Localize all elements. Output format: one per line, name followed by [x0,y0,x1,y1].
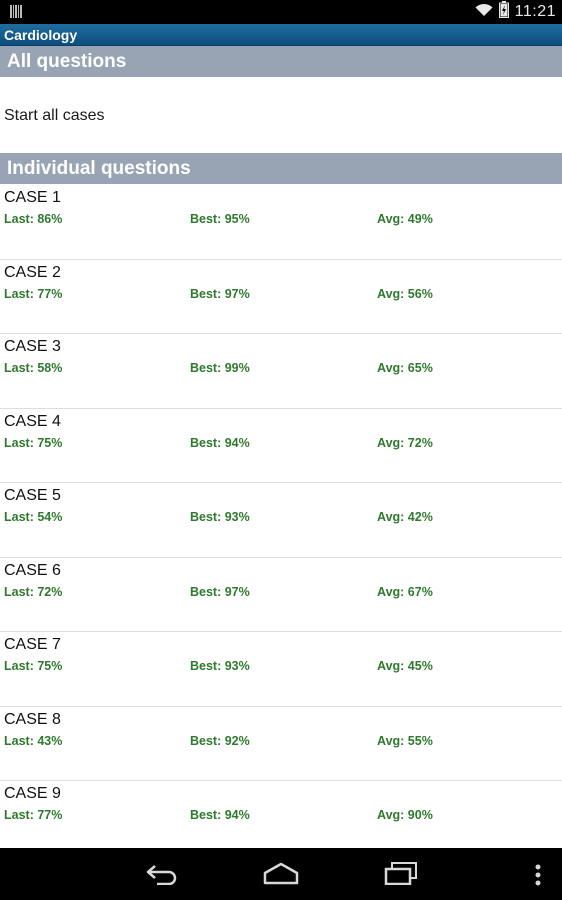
best-score: Best: 94% [190,808,250,822]
case-title: CASE 4 [4,412,61,430]
best-score: Best: 94% [190,435,250,450]
section-header-individual-questions: Individual questions [0,153,562,184]
case-title: CASE 7 [4,636,61,653]
case-title: CASE 5 [4,487,61,504]
avg-score: Avg: 90% [377,808,433,822]
avg-score: Avg: 56% [377,286,433,301]
case-row-2[interactable]: CASE 2 Last: 77% Best: 97% Avg: 56% [0,259,562,334]
last-score: Last: 43% [4,733,63,748]
last-score: Last: 75% [4,659,63,673]
last-score: Last: 77% [4,286,63,301]
case-row-3[interactable]: CASE 3 Last: 58% Best: 99% Avg: 65% [0,334,562,409]
case-row-5[interactable]: CASE 5 Last: 54% Best: 93% Avg: 42% [0,483,562,558]
battery-charging-icon [498,1,509,23]
best-score: Best: 93% [190,659,250,673]
recent-apps-icon[interactable] [384,861,418,890]
case-row-6[interactable]: CASE 6 Last: 72% Best: 97% Avg: 67% [0,557,562,632]
best-score: Best: 92% [190,733,250,748]
last-score: Last: 72% [4,584,63,599]
best-score: Best: 97% [190,584,250,599]
last-score: Last: 75% [4,435,63,450]
best-score: Best: 99% [190,361,250,375]
case-title: CASE 6 [4,561,61,579]
start-all-cases-label: Start all cases [4,107,105,124]
case-row-4[interactable]: CASE 4 Last: 75% Best: 94% Avg: 72% [0,408,562,483]
best-score: Best: 97% [190,286,250,301]
status-bar: 11:21 [0,0,562,24]
navigation-bar [0,848,562,900]
case-title: CASE 8 [4,710,61,728]
back-icon[interactable] [145,861,179,890]
case-row-7[interactable]: CASE 7 Last: 75% Best: 93% Avg: 45% [0,632,562,707]
avg-score: Avg: 65% [377,361,433,375]
last-score: Last: 77% [4,808,63,822]
case-row-1[interactable]: CASE 1 Last: 86% Best: 95% Avg: 49% [0,185,562,260]
case-title: CASE 2 [4,263,61,281]
best-score: Best: 93% [190,510,250,524]
best-score: Best: 95% [190,212,250,226]
notification-barcode-icon [10,5,22,23]
case-title: CASE 1 [4,189,61,206]
avg-score: Avg: 67% [377,584,433,599]
avg-score: Avg: 55% [377,733,433,748]
avg-score: Avg: 49% [377,212,433,226]
app-title: Cardiology [0,24,562,46]
avg-score: Avg: 42% [377,510,433,524]
home-icon[interactable] [263,861,299,890]
last-score: Last: 58% [4,361,63,375]
case-list: CASE 1 Last: 86% Best: 95% Avg: 49% CASE… [0,185,562,856]
start-all-cases-button[interactable]: Start all cases [0,78,562,153]
avg-score: Avg: 72% [377,435,433,450]
case-title: CASE 9 [4,785,61,802]
wifi-icon [475,3,493,22]
status-time: 11:21 [514,3,556,20]
case-row-8[interactable]: CASE 8 Last: 43% Best: 92% Avg: 55% [0,706,562,781]
avg-score: Avg: 45% [377,659,433,673]
overflow-menu-icon[interactable] [534,864,542,891]
last-score: Last: 86% [4,212,63,226]
section-header-all-questions: All questions [0,46,562,77]
last-score: Last: 54% [4,510,63,524]
case-row-9[interactable]: CASE 9 Last: 77% Best: 94% Avg: 90% [0,781,562,856]
case-title: CASE 3 [4,338,61,355]
